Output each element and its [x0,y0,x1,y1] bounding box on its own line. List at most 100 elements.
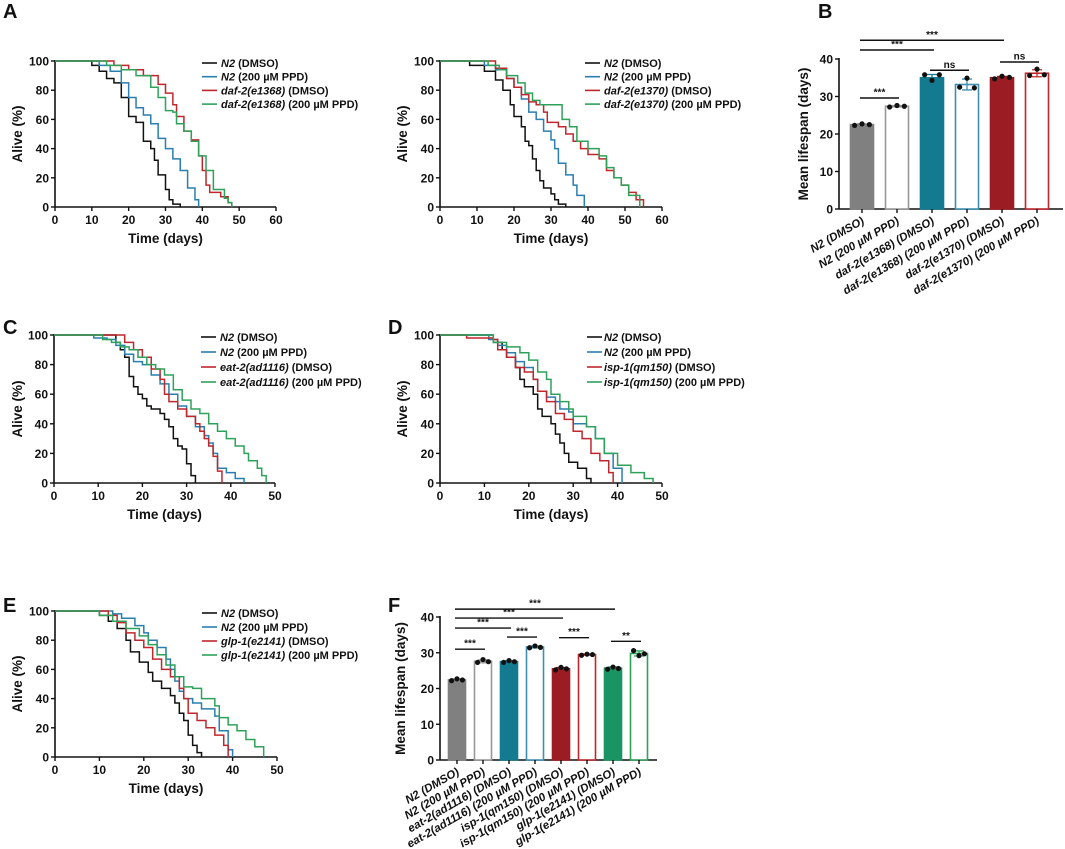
replicate-point [957,84,963,90]
survival-curve-3 [54,334,267,483]
legend-label: N2 (DMSO) [220,332,278,344]
x-tick-label: 20 [136,489,150,503]
legend-condition: (DMSO) [671,85,712,97]
replicate-point [641,651,648,657]
legend-label: eat-2(ad1116) (DMSO) [220,362,332,374]
replicate-point [1027,72,1033,79]
replicate-point [604,666,611,672]
chart-panel-a: 0 20 40 60 80 100 Alive (%) 0 10 20 30 40 50 60 Time (… [395,55,742,247]
legend-label: daf-2(e1370) (200 µM PPD) [604,99,742,111]
y-tick-label: 0 [42,751,49,765]
significance-label: *** [477,618,489,629]
x-tick-label: 30 [544,213,558,227]
y-tick-label: 0 [427,201,434,215]
survival-curve-2 [55,610,229,757]
x-tick-label: 10 [470,213,484,227]
legend-label: glp-1(e2141) (200 µM PPD) [220,650,359,662]
y-tick-label: 20 [820,128,834,142]
significance-label: *** [516,627,528,638]
x-tick-label: 20 [507,213,521,227]
legend-condition: (200 µM PPD) [237,347,307,359]
significance-label: *** [891,40,903,51]
legend-label: N2 (200 µM PPD) [221,622,308,634]
survival-curve-1 [440,60,586,207]
y-tick-label: 60 [421,388,435,402]
replicate-point [480,656,486,663]
x-tick-label: 10 [85,213,99,227]
x-tick-label: 20 [522,489,536,503]
replicate-point [610,664,616,670]
panel-label-c: C [3,317,17,339]
x-tick-label: 50 [232,213,246,227]
replicate-point [578,652,585,658]
legend-condition: (DMSO) [621,332,662,344]
replicate-point [999,73,1005,79]
replicate-point [506,658,512,664]
y-axis-title: Alive (%) [395,105,410,162]
panel-label-b: B [818,1,832,23]
replicate-point [1041,72,1047,78]
replicate-point [558,664,564,671]
y-axis-title: Mean lifespan (days) [393,622,408,755]
x-tick-label: 10 [92,489,106,503]
legend-label: N2 (DMSO) [221,608,279,620]
y-tick-label: 20 [36,721,50,735]
y-tick-label: 80 [35,358,49,372]
survival-curve-0 [54,334,197,483]
y-axis-title: Alive (%) [10,105,25,162]
bar-0 [447,679,467,761]
y-axis-title: Alive (%) [10,655,25,712]
survival-curve-1 [55,60,200,207]
legend-genotype: glp-1(e2141) [220,636,286,648]
replicate-point [485,659,492,665]
y-tick-label: 80 [36,634,50,648]
bar-1 [473,660,493,761]
replicate-point [894,102,900,109]
legend-condition: (200 µM PPD) [671,99,741,111]
legend-condition: (DMSO) [238,608,279,620]
replicate-point [511,659,518,665]
replicate-point [929,77,935,83]
replicate-point [901,103,907,109]
y-tick-label: 40 [421,611,435,625]
y-tick-label: 10 [820,165,834,179]
legend-genotype: daf-2(e1368) [221,85,286,97]
y-tick-label: 30 [820,90,834,104]
x-axis-title: Time (days) [127,507,202,522]
bar-5 [577,653,597,761]
x-tick-label: 50 [655,489,669,503]
y-axis-title: Alive (%) [10,380,25,437]
y-tick-label: 20 [421,682,435,696]
replicate-point [859,121,865,127]
survival-curve-3 [55,60,233,207]
y-tick-label: 40 [36,142,50,156]
legend-genotype: glp-1(e2141) [220,650,286,662]
x-tick-label: 0 [437,489,444,503]
y-tick-label: 60 [35,388,49,402]
y-tick-label: 20 [421,447,435,461]
legend-genotype: N2 [221,72,235,84]
replicate-point [1006,74,1012,80]
y-tick-label: 100 [29,55,49,69]
legend-condition: (200 µM PPD) [288,650,358,662]
legend-label: isp-1(qm150) (200 µM PPD) [604,377,745,389]
y-tick-label: 0 [42,201,49,215]
replicate-point [563,666,570,672]
legend-condition: (DMSO) [237,332,278,344]
y-tick-label: 40 [35,417,49,431]
legend-genotype: daf-2(e1368) [221,99,286,111]
legend-label: N2 (DMSO) [221,58,279,70]
x-tick-label: 30 [180,489,194,503]
legend-label: N2 (DMSO) [604,332,662,344]
y-tick-label: 80 [421,84,435,98]
y-tick-label: 80 [36,84,50,98]
replicate-point [630,648,637,654]
replicate-point [615,665,622,672]
x-tick-label: 0 [52,213,59,227]
replicate-point [971,85,977,91]
x-tick-label: 50 [618,213,632,227]
chart-panel-a: 0 20 40 60 80 100 Alive (%) 0 10 20 30 40 50 60 Time (… [10,55,359,247]
legend-genotype: N2 [221,608,235,620]
